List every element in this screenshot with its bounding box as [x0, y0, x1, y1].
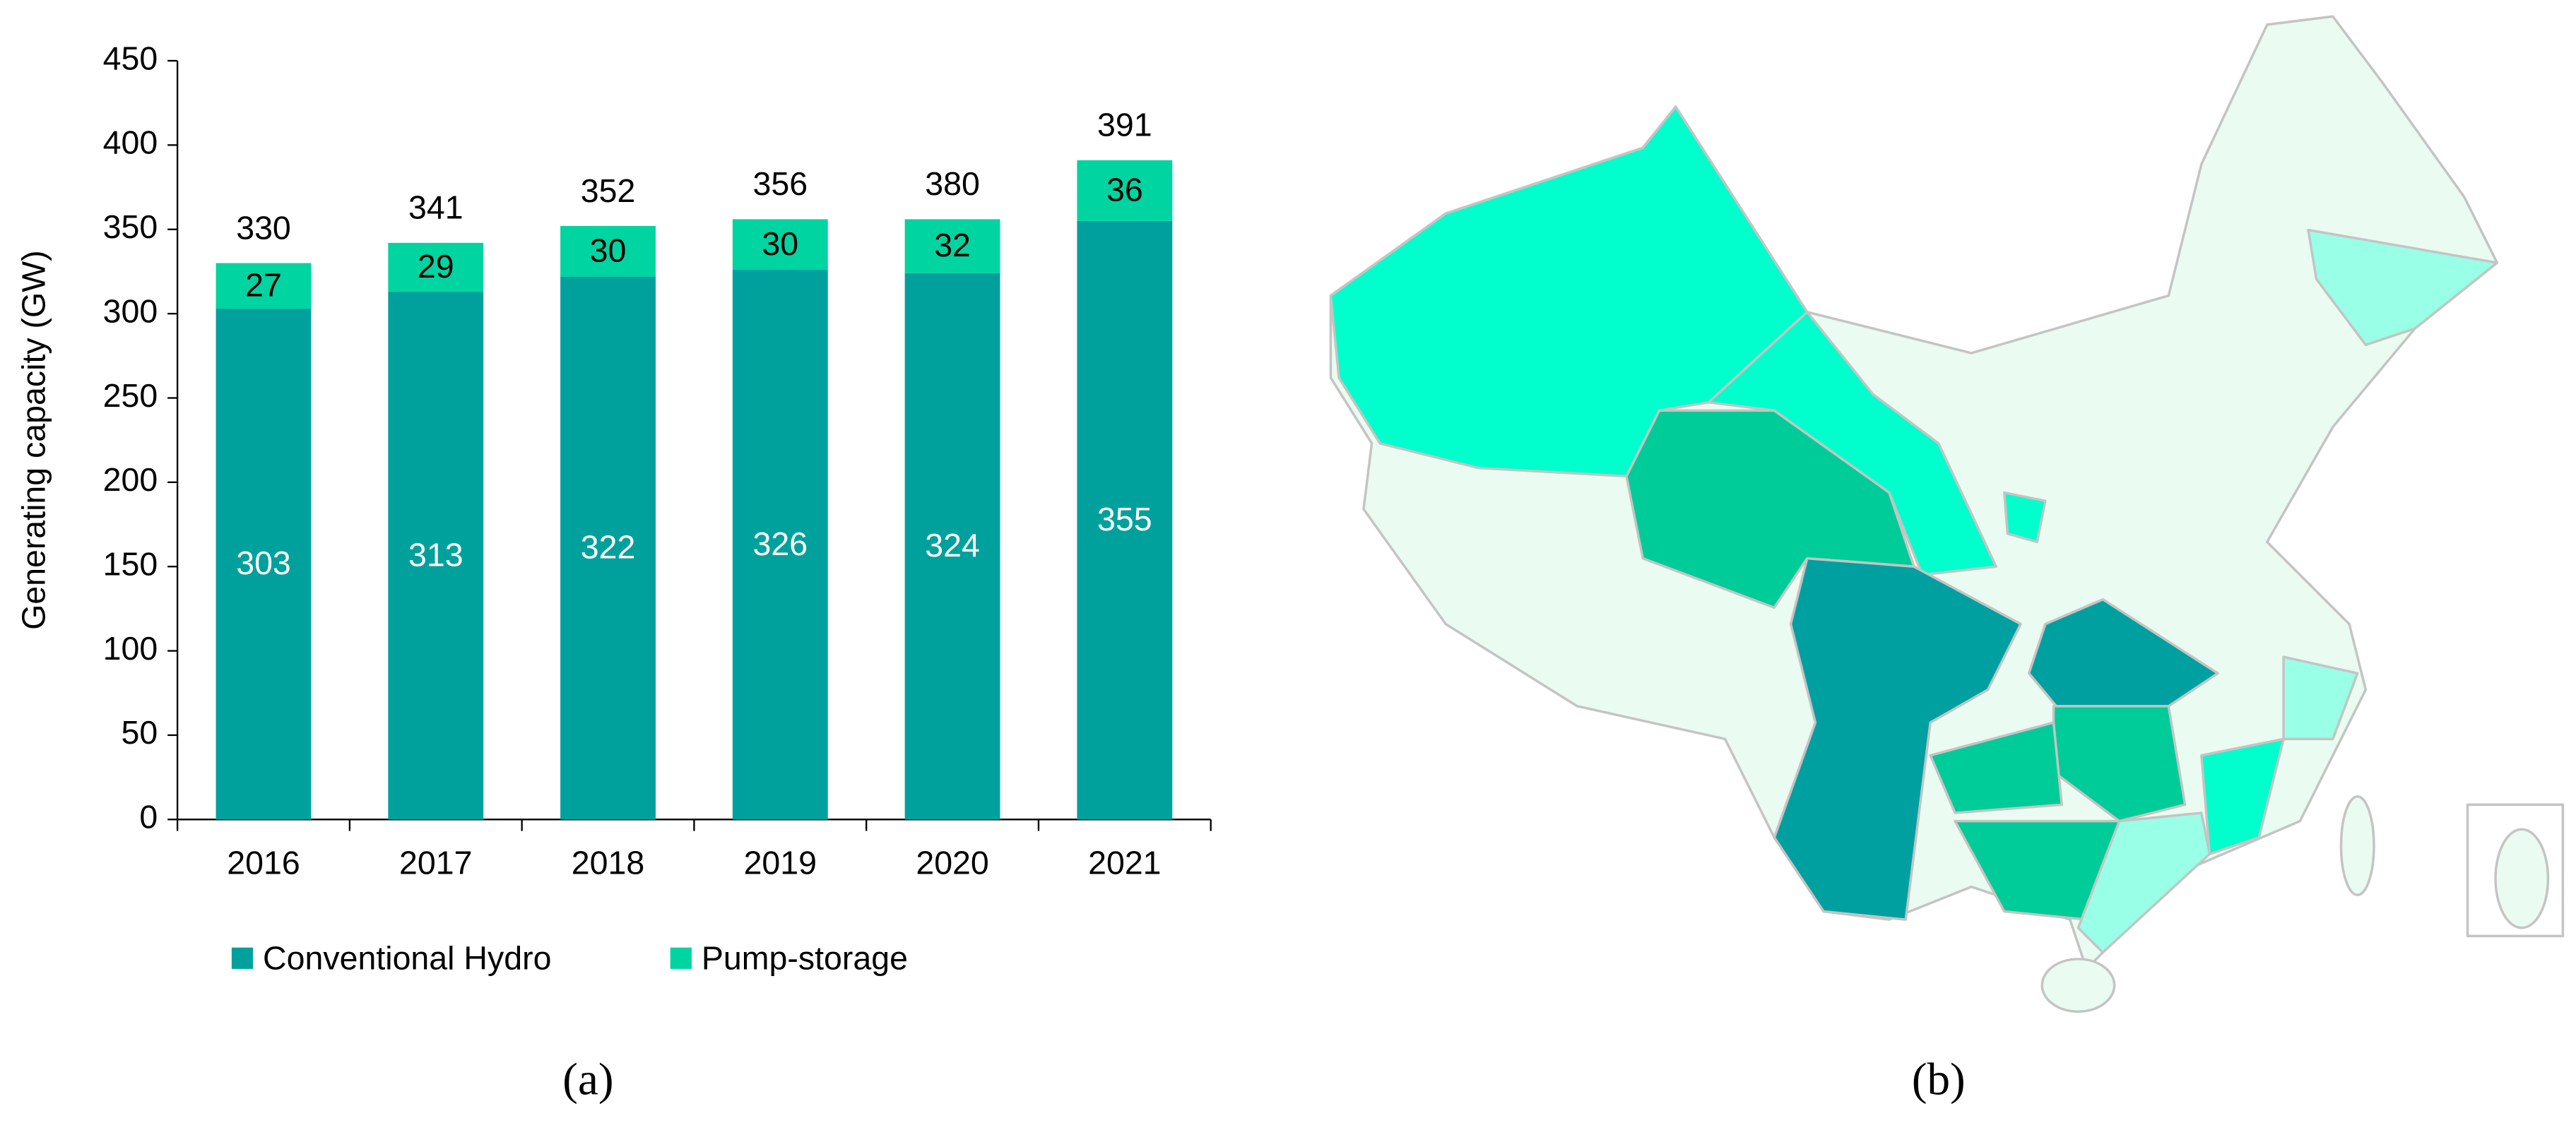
- bar-segment: [560, 276, 656, 820]
- legend-label: Pump-storage: [702, 940, 908, 977]
- map-region: [2003, 491, 2047, 544]
- x-tick-label: 2016: [227, 845, 300, 881]
- y-tick-label: 250: [103, 377, 158, 414]
- y-axis-label: Generating capacity (GW): [15, 250, 52, 630]
- map-region: [2307, 228, 2499, 347]
- value-label: 322: [581, 529, 636, 566]
- value-label: 324: [925, 527, 980, 564]
- bar-segment: [1077, 220, 1173, 820]
- map-region: [1929, 721, 2063, 814]
- value-label: 303: [236, 545, 291, 581]
- value-label: 313: [408, 536, 463, 573]
- bar-segment: [732, 270, 828, 820]
- legend-swatch: [231, 947, 254, 969]
- y-tick-label: 100: [103, 630, 158, 667]
- bar-segment: [904, 273, 1000, 820]
- y-tick-label: 50: [121, 714, 158, 751]
- x-tick-label: 2018: [572, 845, 644, 881]
- bar-segment: [904, 219, 1000, 273]
- y-tick-label: 0: [139, 799, 158, 835]
- map-region: [1773, 557, 2022, 921]
- value-label: 326: [753, 525, 808, 562]
- total-label: 356: [753, 165, 808, 202]
- bar-segment: [215, 308, 312, 820]
- y-tick-label: 400: [103, 124, 158, 161]
- map-region: [1329, 105, 1809, 478]
- value-label: 36: [1106, 171, 1143, 208]
- total-label: 380: [925, 165, 980, 202]
- map-region: [2282, 655, 2359, 741]
- y-tick-label: 350: [103, 208, 158, 245]
- value-label: 355: [1097, 501, 1152, 537]
- bar-segment: [215, 263, 312, 309]
- y-tick-label: 450: [103, 40, 158, 76]
- bar-segment: [388, 292, 484, 820]
- total-label: 352: [581, 172, 636, 209]
- value-label: 32: [934, 227, 971, 263]
- y-tick-label: 300: [103, 292, 158, 329]
- x-tick-label: 2020: [916, 845, 988, 881]
- map: [1329, 15, 2565, 1013]
- y-tick-label: 150: [103, 545, 158, 582]
- map-region: [2076, 811, 2211, 954]
- panel-label: (a): [562, 1054, 613, 1105]
- x-tick-label: 2017: [399, 845, 472, 881]
- value-label: 29: [418, 248, 454, 285]
- map-region: [2339, 795, 2375, 897]
- bar-segment: [560, 225, 656, 277]
- value-label: 30: [762, 225, 798, 262]
- panel-label: (b): [1912, 1054, 1966, 1105]
- x-tick-label: 2019: [744, 845, 817, 881]
- total-label: 341: [408, 189, 463, 226]
- legend-swatch: [670, 947, 692, 969]
- map-region: [2494, 828, 2550, 929]
- x-tick-label: 2021: [1088, 845, 1161, 881]
- bar-segment: [732, 219, 828, 270]
- legend-label: Conventional Hydro: [263, 940, 551, 977]
- total-label: 330: [236, 209, 291, 246]
- map-region: [2040, 958, 2116, 1013]
- map-region: [2200, 737, 2285, 855]
- total-label: 391: [1097, 107, 1152, 143]
- bar-segment: [388, 242, 484, 292]
- value-label: 30: [590, 232, 627, 268]
- bar-segment: [1077, 160, 1173, 221]
- value-label: 27: [245, 266, 282, 303]
- y-tick-label: 200: [103, 461, 158, 498]
